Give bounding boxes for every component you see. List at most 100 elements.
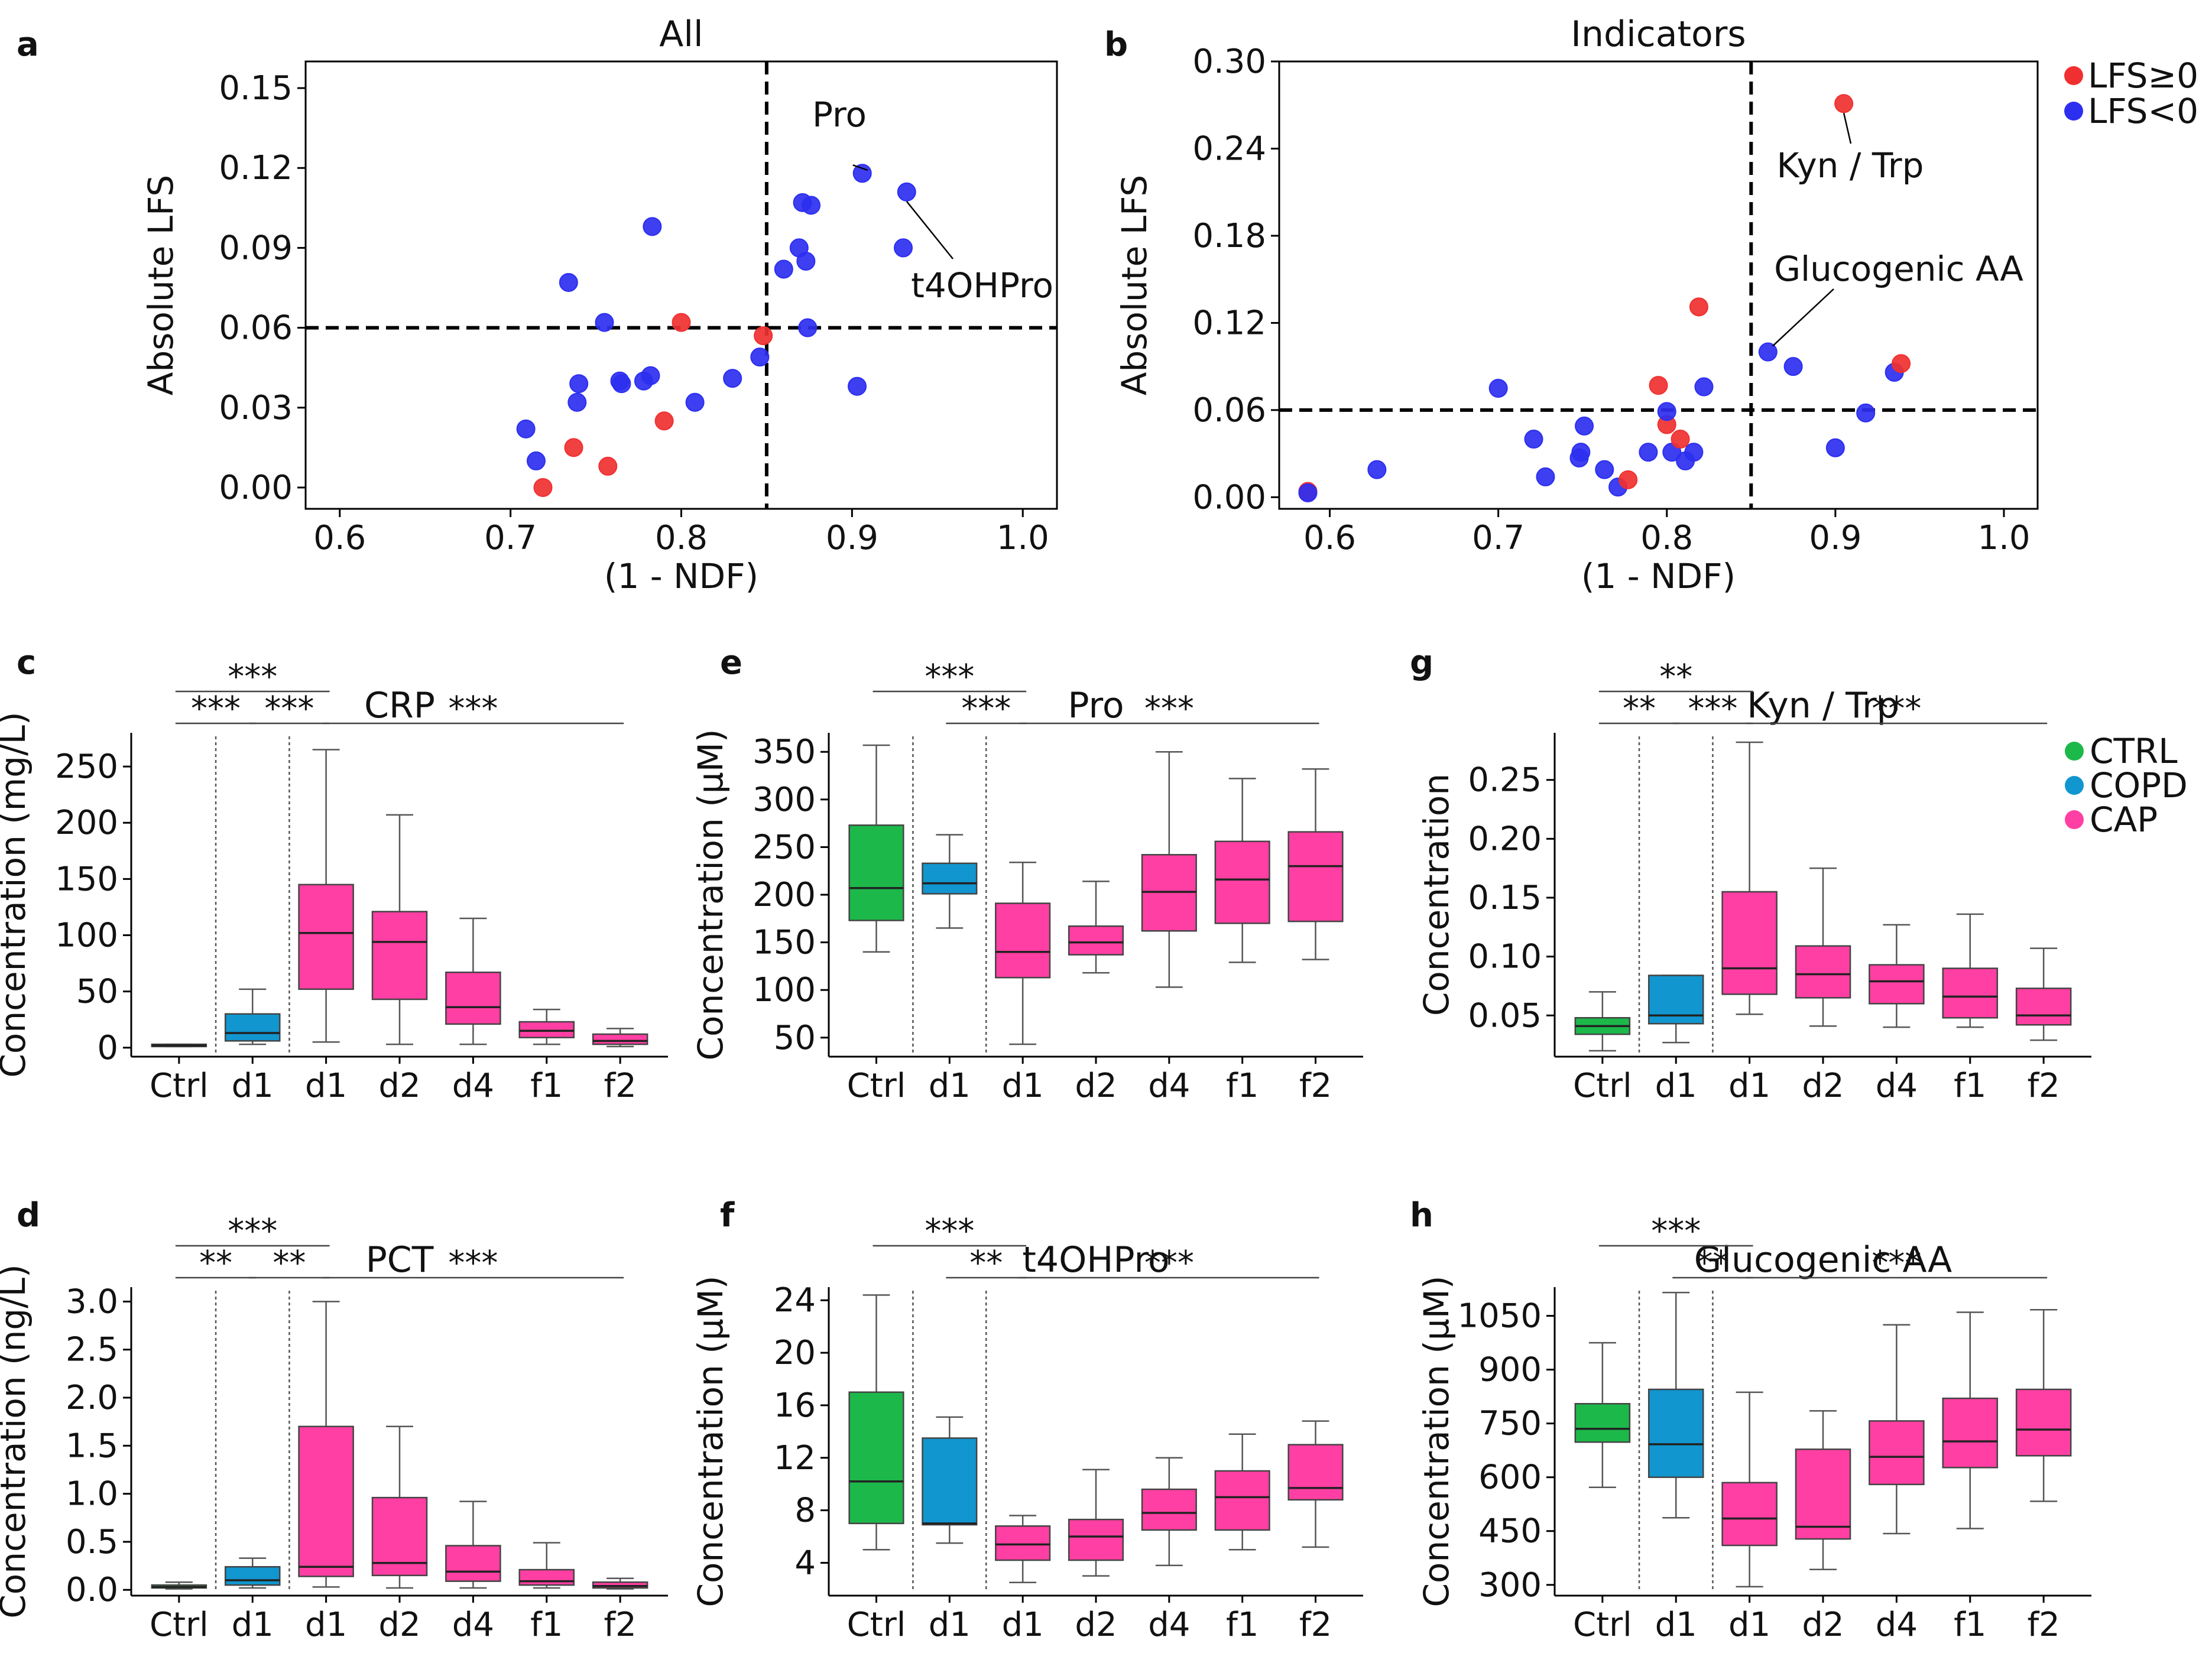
box-iqr [1068,925,1124,956]
panel-title: PCT [366,1239,434,1281]
significance-label: *** [961,690,1011,728]
y-tick-label: 200 [753,876,816,914]
x-tick-label: 0.9 [826,519,878,557]
box-d4-cap [1869,924,1925,1028]
annotation-leader [852,164,868,171]
significance-label: *** [228,658,277,696]
box-f1-cap [1214,1433,1270,1551]
box-d1-cap [298,1301,354,1588]
panel-letter: f [720,1196,735,1235]
box-iqr [995,902,1051,979]
x-tick-label: Ctrl [150,1067,209,1105]
data-point [1684,443,1704,462]
annotation-label: t4OHPro [911,265,1053,306]
significance-label: ** [273,1244,306,1282]
panel-title: CRP [364,685,435,726]
box-iqr [1214,840,1270,924]
box-d1-cap [1721,1391,1778,1588]
data-point [1649,376,1668,395]
x-tick-label: 0.7 [484,519,537,557]
significance-label: *** [448,1244,498,1282]
box-iqr [371,911,428,1001]
x-tick-label: d4 [452,1067,494,1105]
x-tick-label: f2 [2027,1067,2059,1105]
legend-marker [2065,776,2084,795]
box-d1-cap [995,861,1051,1045]
data-point [1488,379,1508,398]
y-tick-label: 150 [753,924,816,962]
box-iqr [848,824,904,921]
data-point [1694,377,1714,397]
box-iqr [2015,988,2072,1026]
box-iqr [1869,964,1925,1005]
x-tick-label: d2 [1075,1067,1117,1105]
box-f2-cap [1287,768,1344,960]
data-point [1671,430,1690,449]
panel-letter: b [1104,25,1128,64]
box-iqr [1141,1488,1197,1531]
box-d1-copd [224,988,281,1045]
y-tick-label: 2.0 [66,1379,118,1417]
significance-label: *** [925,1212,974,1251]
box-d4-cap [1869,1324,1925,1535]
y-tick-label: 3.0 [66,1282,118,1321]
x-axis-label: (1 - NDF) [1581,556,1736,596]
panel-b: b Indicators 0.00 0.06 0.12 0.18 0.24 0.30 Absol… [1104,14,2198,596]
axes-frame [1278,60,2039,510]
data-point [1639,443,1658,462]
x-tick-label: d1 [305,1067,347,1105]
significance-label: *** [228,1212,277,1251]
box-iqr [518,1021,575,1038]
box-d4-cap [445,917,501,1045]
box-iqr [224,1565,281,1586]
data-point [1856,403,1876,423]
data-point [1834,94,1854,113]
box-iqr [445,1545,501,1582]
y-tick-label: 2.5 [66,1331,118,1369]
y-tick-label: 24 [774,1281,816,1320]
data-point [723,369,742,388]
significance-label: *** [1651,1212,1701,1251]
y-axis-label: Absolute LFS [141,175,181,395]
annotation-leader [1772,288,1834,347]
y-tick-label: 0.5 [66,1523,118,1561]
legend-label: CAP [2090,800,2158,840]
y-tick-label: 0.00 [219,469,293,507]
data-point [894,238,913,258]
panel-letter: e [720,644,742,682]
x-tick-label: 0.8 [1640,519,1693,557]
y-tick-label: 0.12 [219,149,293,187]
data-point [1657,402,1676,421]
y-tick-label: 0.30 [1192,43,1266,81]
y-tick-label: 250 [753,828,816,866]
x-tick-label: d2 [378,1606,420,1644]
box-d1-cap [995,1515,1051,1584]
x-tick-label: Ctrl [1573,1606,1632,1644]
x-tick-label: d1 [929,1606,971,1644]
data-point [1619,470,1638,489]
y-tick-label: 100 [753,971,816,1009]
x-tick-label: Ctrl [847,1606,906,1644]
y-axis-label: Concentration (μM) [690,729,731,1061]
box-f1-cap [518,1008,575,1045]
box-iqr [1287,831,1344,923]
x-tick-label: f1 [1954,1067,1986,1105]
panel-title: Indicators [1571,14,1746,55]
significance-label: *** [1872,690,1921,728]
y-tick-label: 0.12 [1192,304,1266,342]
data-point [1758,342,1778,362]
box-f2-cap [2015,947,2072,1041]
y-axis-label: Concentration (ng/L) [0,1264,33,1618]
y-tick-label: 0.06 [1192,391,1266,430]
x-tick-label: d1 [232,1067,274,1105]
box-iqr [1942,1397,1999,1469]
data-point [569,374,589,394]
y-tick-label: 0.25 [1468,761,1542,800]
box-iqr [922,1437,978,1526]
legend-marker [2064,66,2083,85]
significance-label: ** [1623,690,1656,728]
box-d4-cap [445,1500,501,1589]
x-axis-label: (1 - NDF) [604,556,758,596]
box-d2-cap [1795,867,1851,1027]
